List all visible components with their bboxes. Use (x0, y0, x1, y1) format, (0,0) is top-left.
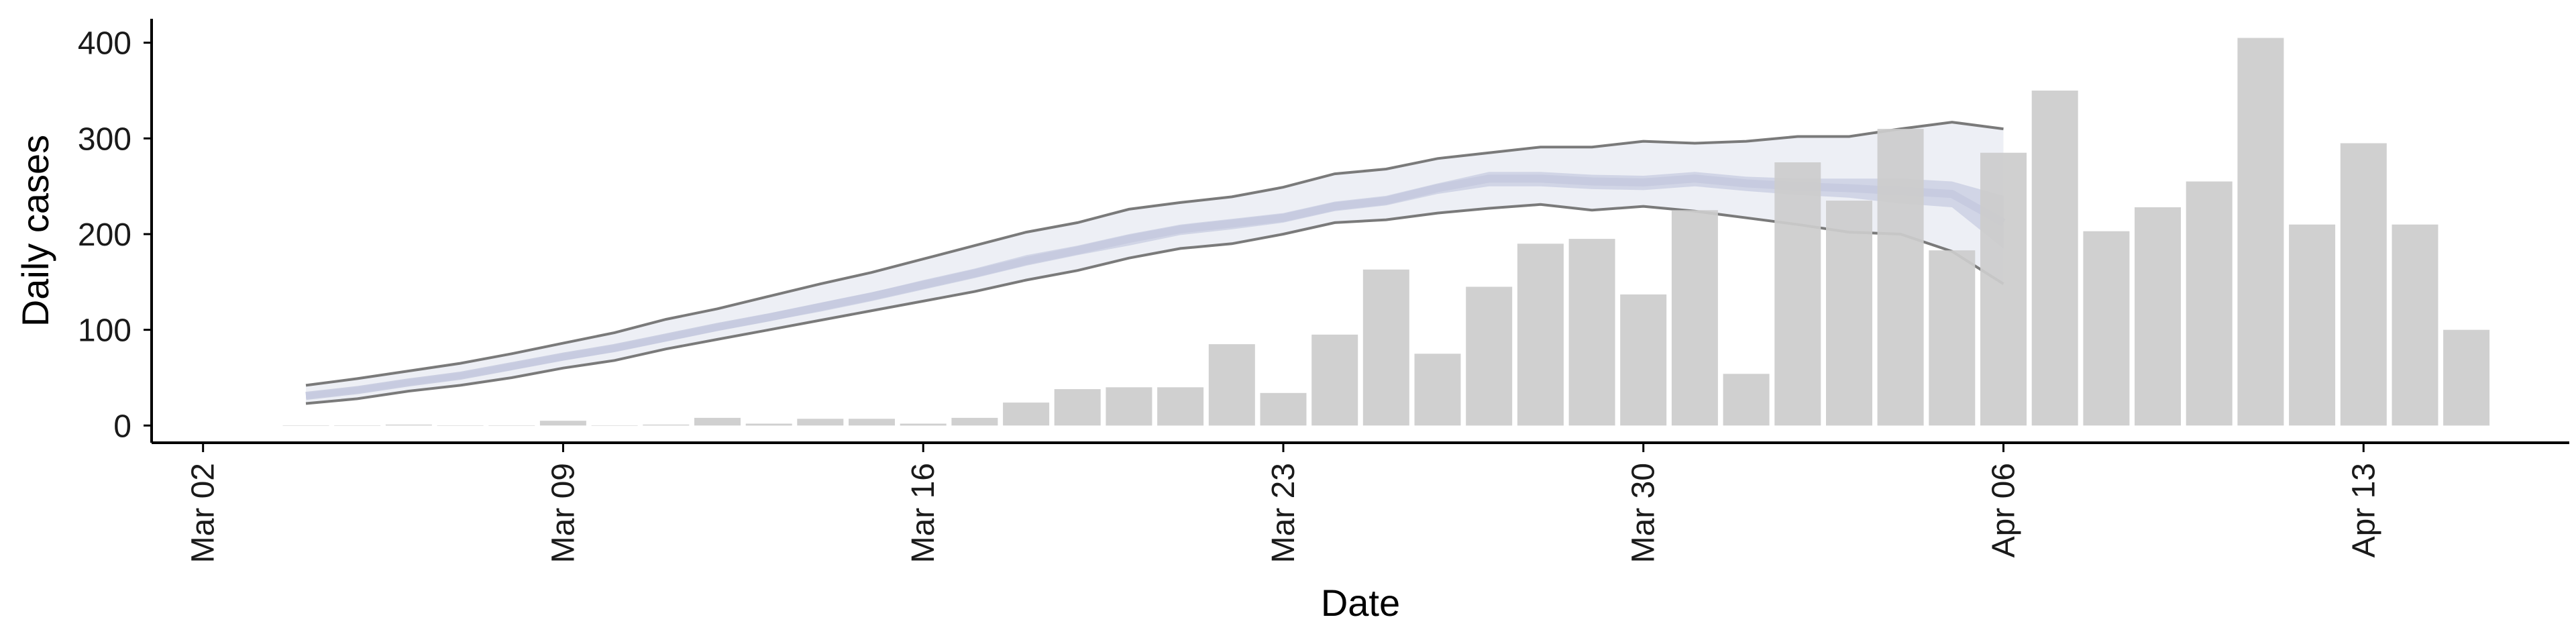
x-tick-label-0: Mar 02 (186, 463, 221, 563)
bar-2020-03-28 (1517, 244, 1564, 426)
daily-case-bars (282, 38, 2490, 426)
x-tick-label-3: Mar 23 (1266, 463, 1301, 563)
bar-2020-04-12 (2289, 224, 2336, 426)
bar-2020-03-09 (539, 421, 586, 426)
x-tick-label-1: Mar 09 (545, 463, 581, 563)
bar-2020-03-04 (282, 425, 329, 426)
bar-2020-03-20 (1106, 387, 1152, 426)
x-tick-label-5: Apr 06 (1986, 463, 2022, 557)
bar-2020-03-31 (1671, 210, 1718, 426)
bar-2020-04-07 (2031, 91, 2078, 426)
bar-2020-04-10 (2186, 181, 2233, 426)
estimate-band (305, 121, 2006, 405)
x-axis-ticks: Mar 02 Mar 09 Mar 16 Mar 23 Mar 30 Apr 06 Apr … (186, 443, 2381, 563)
bar-2020-03-15 (849, 419, 895, 426)
bar-2020-03-19 (1054, 389, 1101, 426)
bar-2020-03-07 (437, 425, 484, 426)
bar-2020-03-24 (1311, 334, 1358, 426)
upper-bound-line (305, 121, 2004, 387)
y-axis-title: Daily cases (14, 135, 56, 327)
bar-2020-04-05 (1929, 250, 1976, 426)
bar-2020-03-25 (1362, 269, 1409, 426)
bar-2020-03-23 (1260, 392, 1307, 426)
bar-2020-03-14 (797, 419, 844, 426)
y-tick-label-0: 0 (113, 409, 131, 444)
bar-2020-03-26 (1414, 354, 1461, 426)
x-tick-label-6: Apr 13 (2346, 463, 2381, 557)
bar-2020-04-15 (2443, 329, 2490, 426)
bar-2020-03-05 (334, 425, 381, 426)
bar-2020-04-01 (1723, 374, 1770, 426)
bar-2020-03-27 (1466, 286, 1513, 426)
y-axis-ticks: 0 100 200 300 400 (78, 26, 152, 444)
bar-2020-04-13 (2340, 143, 2387, 426)
median-estimate-line (305, 174, 2006, 400)
bar-2020-03-17 (951, 417, 998, 426)
y-tick-label-400: 400 (78, 26, 131, 62)
inner-interval-band (306, 172, 2004, 399)
x-tick-label-4: Mar 30 (1626, 463, 1662, 563)
bar-2020-04-03 (1826, 201, 1872, 426)
y-tick-label-300: 300 (78, 121, 131, 157)
bar-2020-03-18 (1003, 402, 1050, 426)
bar-2020-03-12 (694, 417, 741, 426)
outer-interval-band (306, 122, 2004, 404)
bar-2020-04-14 (2392, 224, 2438, 426)
bar-2020-03-30 (1620, 294, 1667, 426)
x-axis-title: Date (1321, 582, 1400, 624)
y-tick-label-100: 100 (78, 313, 131, 349)
bar-2020-04-08 (2083, 231, 2130, 426)
bar-2020-03-16 (900, 423, 947, 426)
y-tick-label-200: 200 (78, 217, 131, 253)
bar-2020-03-22 (1208, 344, 1255, 426)
axes (150, 19, 2569, 444)
bar-2020-04-09 (2135, 207, 2181, 426)
bar-2020-04-11 (2237, 38, 2284, 426)
bar-2020-04-04 (1877, 129, 1924, 426)
bar-2020-03-29 (1568, 239, 1615, 426)
bar-2020-04-06 (1980, 152, 2027, 426)
bar-2020-03-21 (1157, 387, 1204, 426)
bar-2020-03-08 (488, 425, 535, 426)
lower-bound-line (305, 203, 2004, 405)
bar-2020-04-02 (1774, 162, 1821, 426)
x-tick-label-2: Mar 16 (906, 463, 941, 563)
bar-2020-03-10 (591, 425, 638, 426)
bar-2020-03-13 (745, 423, 792, 426)
